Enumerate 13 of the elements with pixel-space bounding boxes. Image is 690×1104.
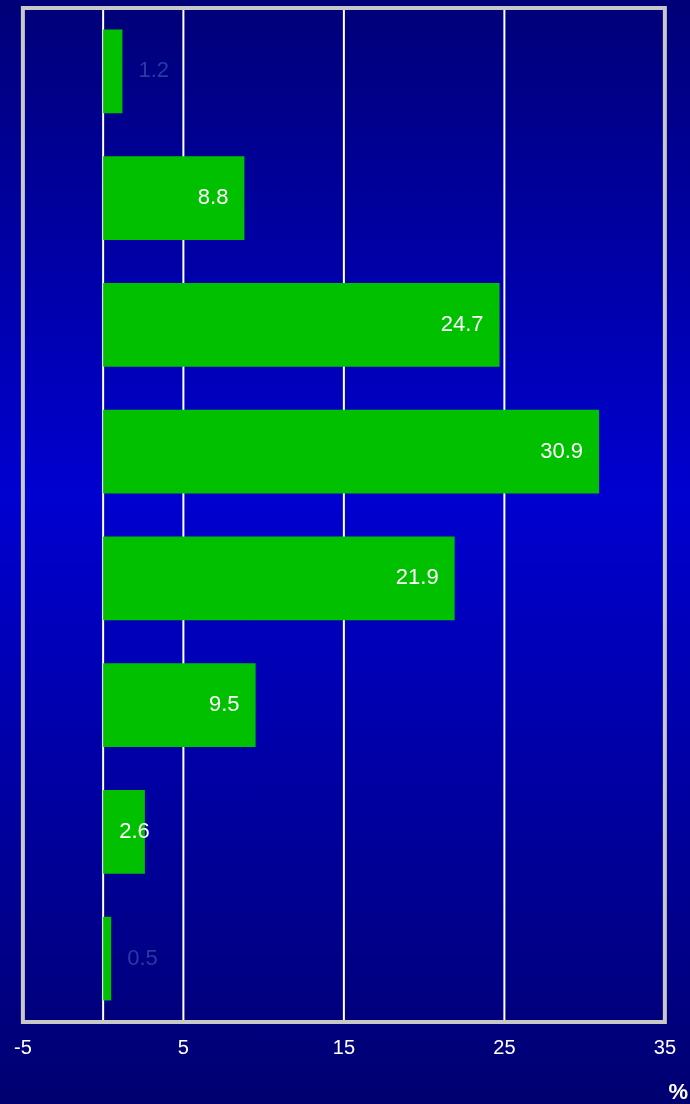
data-label: 24.7 [440,310,484,336]
data-label: 21.9 [395,564,439,590]
data-label: 9.5 [209,691,240,717]
x-tick-label: 5 [177,1035,189,1058]
x-tick-label: 25 [493,1035,516,1058]
data-label: 1.2 [138,57,169,83]
x-tick-label: -5 [13,1035,32,1058]
x-tick-label: 15 [332,1035,356,1058]
x-tick-label: 35 [653,1035,676,1058]
data-label: 30.9 [540,437,584,463]
data-label: 8.8 [197,184,229,210]
x-axis-title: % [668,1079,688,1104]
data-label: 0.5 [127,944,158,970]
